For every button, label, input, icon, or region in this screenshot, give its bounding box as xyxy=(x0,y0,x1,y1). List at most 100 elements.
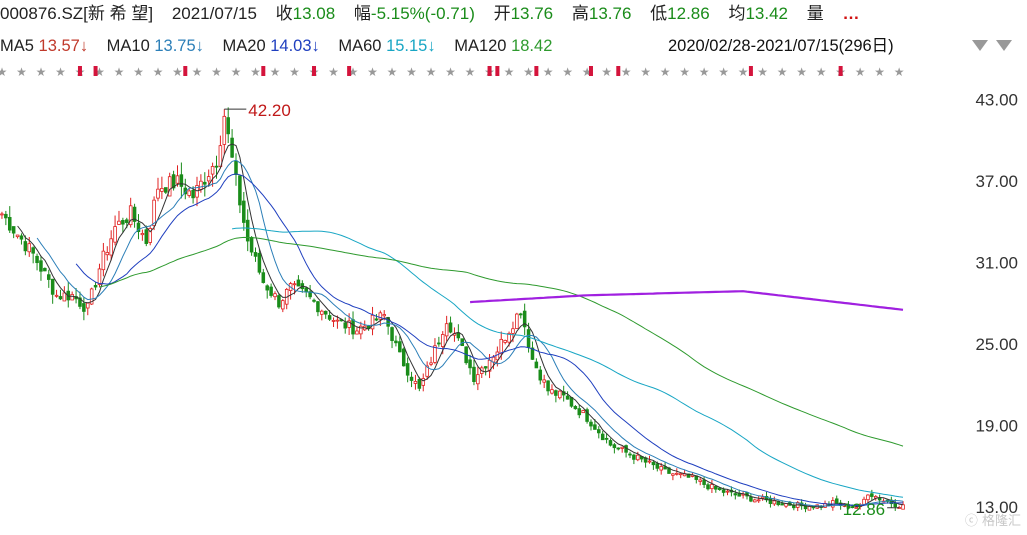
event-star-marker[interactable]: ★ xyxy=(640,65,651,79)
event-star-marker[interactable]: ★ xyxy=(16,65,27,79)
event-star-marker[interactable]: ★ xyxy=(250,65,261,79)
candle-body xyxy=(725,490,730,493)
event-star-marker[interactable]: ★ xyxy=(816,65,827,79)
event-flag-marker[interactable] xyxy=(312,66,317,76)
change-value: -5.15%(-0.71) xyxy=(370,4,475,23)
event-star-marker[interactable]: ★ xyxy=(289,65,300,79)
candle-body xyxy=(261,272,266,283)
candle-body xyxy=(612,444,617,449)
event-star-marker[interactable]: ★ xyxy=(387,65,398,79)
event-star-marker[interactable]: ★ xyxy=(55,65,66,79)
candle-body xyxy=(893,502,898,508)
candle-body xyxy=(573,406,578,410)
event-star-marker[interactable]: ★ xyxy=(679,65,690,79)
event-star-marker[interactable]: ★ xyxy=(855,65,866,79)
candle-body xyxy=(636,454,640,461)
candle-body xyxy=(249,236,254,253)
event-flag-marker[interactable] xyxy=(616,66,621,76)
candle-body xyxy=(370,314,375,330)
dropdown-arrow-icon[interactable] xyxy=(972,40,988,51)
event-flag-marker[interactable] xyxy=(838,66,843,76)
candle-body xyxy=(113,226,117,243)
more-button[interactable]: … xyxy=(842,4,860,23)
candle-body xyxy=(323,310,328,315)
candle-body xyxy=(245,219,250,242)
event-star-marker[interactable]: ★ xyxy=(36,65,47,79)
event-star-marker[interactable]: ★ xyxy=(543,65,554,79)
event-flag-marker[interactable] xyxy=(77,66,82,76)
event-star-marker[interactable]: ★ xyxy=(445,65,456,79)
event-star-marker[interactable]: ★ xyxy=(270,65,281,79)
event-star-marker[interactable]: ★ xyxy=(894,65,905,79)
candle-body xyxy=(46,274,51,280)
candle-body xyxy=(374,318,379,321)
candle-body xyxy=(483,366,488,369)
event-flag-marker[interactable] xyxy=(748,66,753,76)
event-star-marker[interactable]: ★ xyxy=(874,65,885,79)
candle-body xyxy=(499,338,504,354)
event-star-marker[interactable]: ★ xyxy=(172,65,183,79)
candle-body xyxy=(378,312,383,320)
candle-body xyxy=(343,322,347,329)
event-star-marker[interactable]: ★ xyxy=(153,65,164,79)
event-star-marker[interactable]: ★ xyxy=(777,65,788,79)
ma20-value: 14.03↓ xyxy=(270,37,320,55)
event-star-marker[interactable]: ★ xyxy=(0,65,7,79)
dropdown-arrow-icon[interactable] xyxy=(996,40,1012,51)
high-label: 高 xyxy=(571,4,589,23)
candle-body xyxy=(780,503,784,506)
event-star-marker[interactable]: ★ xyxy=(133,65,144,79)
candle-body xyxy=(187,190,191,196)
candle-body xyxy=(105,252,110,256)
event-star-marker[interactable]: ★ xyxy=(328,65,339,79)
event-star-marker[interactable]: ★ xyxy=(718,65,729,79)
candle-body xyxy=(347,320,351,328)
candle-body xyxy=(331,320,336,322)
event-flag-marker[interactable] xyxy=(487,66,492,76)
event-star-marker[interactable]: ★ xyxy=(114,65,125,79)
candle-body xyxy=(144,229,149,244)
event-star-marker[interactable]: ★ xyxy=(348,65,359,79)
event-flag-marker[interactable] xyxy=(261,66,266,76)
event-flag-marker[interactable] xyxy=(495,66,500,76)
event-flag-marker[interactable] xyxy=(347,66,352,76)
event-flag-marker[interactable] xyxy=(93,66,98,76)
event-star-marker[interactable]: ★ xyxy=(523,65,534,79)
event-star-marker[interactable]: ★ xyxy=(660,65,671,79)
candle-body xyxy=(304,287,308,293)
event-star-marker[interactable]: ★ xyxy=(699,65,710,79)
candle-body xyxy=(253,252,258,257)
event-star-marker[interactable]: ★ xyxy=(621,65,632,79)
event-star-marker[interactable]: ★ xyxy=(211,65,222,79)
candle-body xyxy=(117,220,121,225)
event-star-marker[interactable]: ★ xyxy=(465,65,476,79)
low-value: 12.86 xyxy=(667,4,710,23)
event-star-marker[interactable]: ★ xyxy=(582,65,593,79)
event-star-marker[interactable]: ★ xyxy=(504,65,515,79)
event-star-marker[interactable]: ★ xyxy=(757,65,768,79)
event-star-marker[interactable]: ★ xyxy=(601,65,612,79)
event-star-marker[interactable]: ★ xyxy=(562,65,573,79)
candle-body xyxy=(128,205,133,226)
candle-body xyxy=(663,466,667,470)
candle-body xyxy=(807,506,812,511)
event-flag-marker[interactable] xyxy=(588,66,593,76)
event-flag-marker[interactable] xyxy=(534,66,539,76)
candle-body xyxy=(550,389,554,394)
candle-body xyxy=(585,409,589,422)
high-value: 13.76 xyxy=(588,4,632,23)
event-flag-marker[interactable] xyxy=(183,66,188,76)
candle-body xyxy=(335,319,340,322)
event-star-marker[interactable]: ★ xyxy=(192,65,203,79)
event-star-marker[interactable]: ★ xyxy=(406,65,417,79)
event-star-marker[interactable]: ★ xyxy=(738,65,749,79)
event-star-marker[interactable]: ★ xyxy=(426,65,437,79)
stock-code: 000876.SZ[新 希 望] xyxy=(0,4,154,23)
ma-legend-row: MA5 13.57↓ MA10 13.75↓ MA20 14.03↓ MA60 … xyxy=(0,36,552,56)
event-star-marker[interactable]: ★ xyxy=(231,65,242,79)
event-star-marker[interactable]: ★ xyxy=(796,65,807,79)
event-star-marker[interactable]: ★ xyxy=(367,65,378,79)
candle-body xyxy=(437,342,441,345)
event-star-marker[interactable]: ★ xyxy=(94,65,105,79)
